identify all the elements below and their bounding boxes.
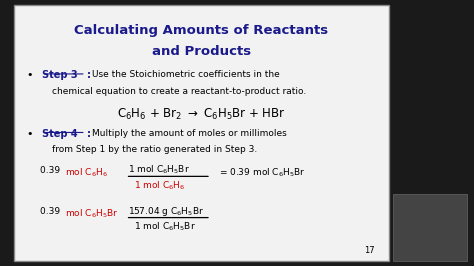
Text: •: • — [26, 129, 33, 139]
Text: 1 mol C$_6$H$_6$: 1 mol C$_6$H$_6$ — [134, 179, 185, 192]
Text: 1 mol C$_6$H$_5$Br: 1 mol C$_6$H$_5$Br — [128, 164, 190, 176]
Text: Step 3: Step 3 — [42, 70, 77, 81]
Text: :: : — [87, 129, 91, 139]
Text: = 0.39 mol C$_6$H$_5$Br: = 0.39 mol C$_6$H$_5$Br — [219, 166, 306, 179]
Text: 157.04 g C$_6$H$_5$Br: 157.04 g C$_6$H$_5$Br — [128, 205, 204, 218]
Text: from Step 1 by the ratio generated in Step 3.: from Step 1 by the ratio generated in St… — [52, 145, 257, 154]
Text: 17: 17 — [364, 246, 374, 255]
Text: chemical equation to create a reactant-to-product ratio.: chemical equation to create a reactant-t… — [52, 87, 306, 96]
Text: Calculating Amounts of Reactants: Calculating Amounts of Reactants — [74, 24, 328, 37]
Text: •: • — [26, 70, 33, 81]
Text: 0.39: 0.39 — [40, 166, 64, 175]
Text: 0.39: 0.39 — [40, 207, 64, 217]
Text: Use the Stoichiometric coefficients in the: Use the Stoichiometric coefficients in t… — [92, 70, 280, 80]
Text: 1 mol C$_6$H$_5$Br: 1 mol C$_6$H$_5$Br — [134, 220, 196, 233]
Text: mol C$_6$H$_5$Br: mol C$_6$H$_5$Br — [65, 207, 118, 220]
Text: and Products: and Products — [152, 45, 251, 58]
Text: C$_6$H$_6$ + Br$_2$ $\rightarrow$ C$_6$H$_5$Br + HBr: C$_6$H$_6$ + Br$_2$ $\rightarrow$ C$_6$H… — [117, 107, 286, 122]
Text: Multiply the amount of moles or millimoles: Multiply the amount of moles or millimol… — [92, 129, 287, 138]
Text: :: : — [87, 70, 91, 81]
FancyBboxPatch shape — [393, 194, 467, 261]
FancyBboxPatch shape — [14, 5, 389, 261]
Text: mol C$_6$H$_6$: mol C$_6$H$_6$ — [65, 166, 108, 179]
Text: Step 4: Step 4 — [42, 129, 77, 139]
